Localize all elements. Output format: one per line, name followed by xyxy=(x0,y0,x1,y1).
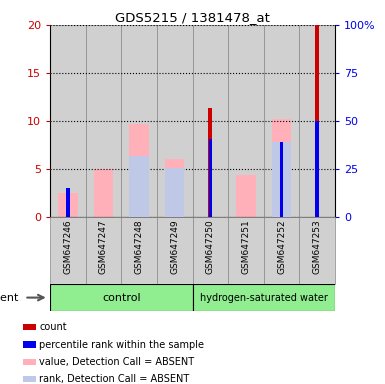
Text: rank, Detection Call = ABSENT: rank, Detection Call = ABSENT xyxy=(39,374,190,384)
Bar xyxy=(280,142,283,217)
Bar xyxy=(208,109,213,217)
Bar xyxy=(315,25,319,217)
Text: GSM647251: GSM647251 xyxy=(241,219,250,274)
Bar xyxy=(192,284,335,311)
Bar xyxy=(272,119,291,217)
Bar xyxy=(58,193,78,217)
Bar xyxy=(50,25,85,217)
Text: percentile rank within the sample: percentile rank within the sample xyxy=(39,339,204,349)
Text: control: control xyxy=(102,293,141,303)
Bar xyxy=(66,188,70,217)
Bar xyxy=(129,157,149,217)
Bar xyxy=(23,324,36,330)
Text: count: count xyxy=(39,322,67,332)
Text: GSM647250: GSM647250 xyxy=(206,219,215,274)
Bar xyxy=(129,124,149,217)
Text: hydrogen-saturated water: hydrogen-saturated water xyxy=(200,293,328,303)
Bar xyxy=(300,25,335,217)
Bar xyxy=(50,217,85,284)
Bar xyxy=(50,284,192,311)
Bar xyxy=(94,169,113,217)
Bar xyxy=(236,175,256,217)
Bar xyxy=(85,25,121,217)
Text: agent: agent xyxy=(0,293,19,303)
Bar xyxy=(192,217,228,284)
Bar xyxy=(228,25,264,217)
Bar xyxy=(23,376,36,382)
Bar xyxy=(121,217,157,284)
Bar xyxy=(209,139,212,217)
Bar xyxy=(300,217,335,284)
Bar xyxy=(157,217,192,284)
Bar xyxy=(23,359,36,365)
Bar xyxy=(264,217,300,284)
Bar xyxy=(157,25,192,217)
Bar xyxy=(23,341,36,348)
Bar xyxy=(315,121,319,217)
Text: GSM647248: GSM647248 xyxy=(135,219,144,274)
Text: GSM647247: GSM647247 xyxy=(99,219,108,274)
Text: GSM647252: GSM647252 xyxy=(277,219,286,274)
Bar xyxy=(85,217,121,284)
Bar xyxy=(272,142,291,217)
Bar xyxy=(165,168,184,217)
Bar xyxy=(66,193,70,217)
Text: GSM647249: GSM647249 xyxy=(170,219,179,274)
Text: GSM647253: GSM647253 xyxy=(313,219,321,274)
Bar xyxy=(264,25,300,217)
Bar xyxy=(165,159,184,217)
Bar xyxy=(121,25,157,217)
Bar xyxy=(192,25,228,217)
Text: value, Detection Call = ABSENT: value, Detection Call = ABSENT xyxy=(39,357,194,367)
Text: GSM647246: GSM647246 xyxy=(64,219,72,274)
Title: GDS5215 / 1381478_at: GDS5215 / 1381478_at xyxy=(115,11,270,24)
Bar xyxy=(228,217,264,284)
